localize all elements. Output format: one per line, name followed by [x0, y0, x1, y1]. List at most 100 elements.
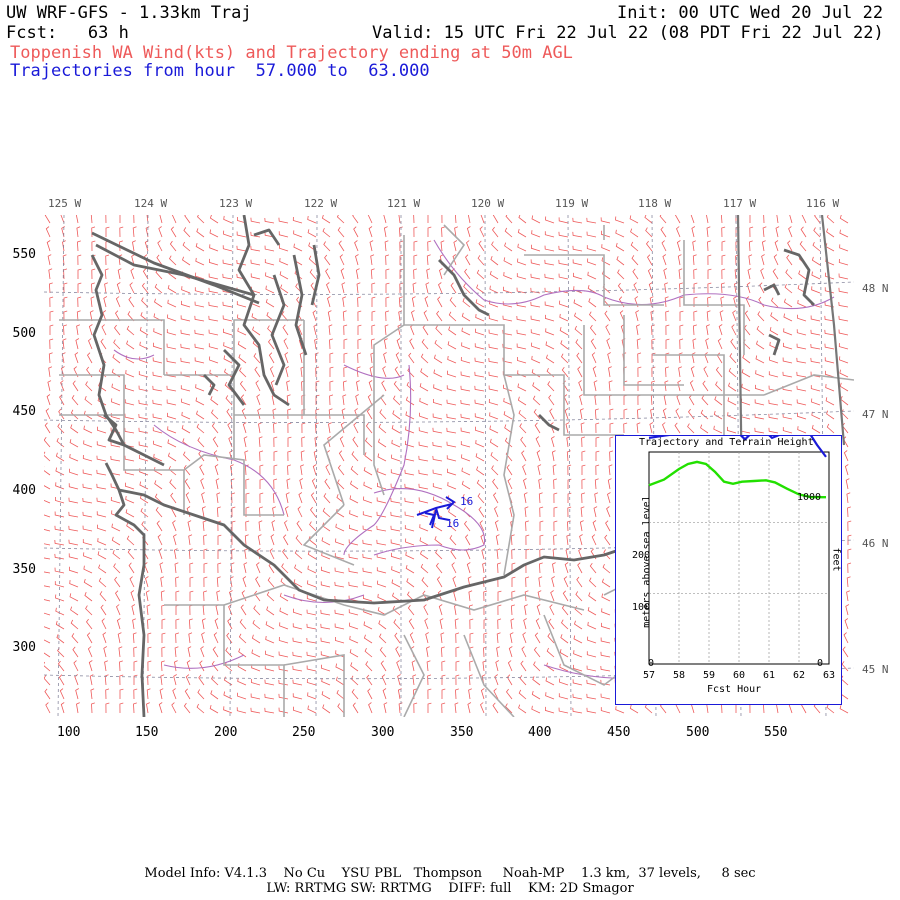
- wind-barb: [216, 576, 221, 588]
- wind-barb: [651, 352, 656, 363]
- wind-barb: [119, 702, 124, 714]
- wind-barb: [600, 230, 611, 238]
- wind-barb: [692, 324, 697, 336]
- wind-barb: [101, 618, 107, 630]
- wind-barb: [461, 454, 471, 462]
- wind-barb: [380, 660, 387, 672]
- wind-barb: [71, 633, 79, 644]
- wind-barb: [76, 310, 81, 322]
- wind-barb: [240, 394, 247, 406]
- wind-barb: [286, 380, 290, 392]
- wind-barb: [636, 338, 641, 350]
- wind-barb: [377, 580, 387, 588]
- wind-barb: [559, 300, 569, 308]
- wind-barb: [644, 703, 653, 714]
- wind-barb: [691, 352, 696, 364]
- wind-barb: [44, 485, 51, 490]
- wind-barb: [166, 329, 177, 336]
- wind-barb: [491, 241, 499, 252]
- wind-barb: [553, 534, 558, 546]
- wind-barb: [579, 520, 584, 532]
- wind-barb: [593, 380, 598, 392]
- wind-barb: [467, 576, 472, 588]
- wind-barb: [488, 385, 499, 392]
- wind-barb: [544, 706, 555, 714]
- wind-barb: [83, 552, 93, 560]
- wind-barb: [315, 380, 320, 391]
- wind-barb: [502, 343, 513, 350]
- wind-barb: [408, 618, 415, 630]
- wind-barb: [245, 520, 250, 532]
- wind-barb: [226, 408, 233, 420]
- wind-barb: [188, 534, 193, 546]
- wind-barb: [279, 622, 289, 630]
- wind-barb: [216, 506, 221, 518]
- wind-barb: [814, 215, 821, 224]
- wind-barb: [362, 525, 373, 532]
- inset-x-tick: 59: [703, 670, 716, 681]
- wind-barb: [238, 354, 247, 364]
- wind-barb: [337, 464, 345, 476]
- wind-barb: [181, 286, 191, 294]
- wind-barb: [475, 314, 485, 322]
- wind-barb: [505, 688, 513, 700]
- wind-barb: [376, 553, 387, 560]
- wind-barb: [113, 563, 121, 574]
- wind-barb: [483, 618, 488, 629]
- wind-barb: [460, 441, 471, 448]
- wind-barb: [181, 398, 191, 406]
- wind-barb: [432, 455, 443, 462]
- wind-barb: [623, 422, 628, 434]
- wind-barb: [117, 268, 122, 280]
- wind-barb: [170, 492, 177, 504]
- wind-barb: [466, 562, 471, 574]
- wind-barb: [278, 651, 289, 658]
- wind-barb: [226, 632, 233, 644]
- wind-barb: [320, 623, 331, 630]
- wind-barb: [592, 520, 597, 532]
- wind-barb: [811, 398, 821, 406]
- wind-barb: [379, 646, 387, 658]
- wind-barb: [365, 661, 373, 672]
- wind-barb: [769, 327, 779, 336]
- wind-barb: [259, 506, 263, 518]
- wind-barb: [718, 324, 723, 336]
- wind-barb: [664, 296, 669, 308]
- wind-barb: [90, 215, 93, 224]
- wind-barb: [530, 301, 541, 308]
- wind-barb: [558, 707, 569, 714]
- lon-label: 117 W: [723, 197, 757, 210]
- wind-barb: [524, 590, 529, 602]
- wind-barb: [693, 310, 698, 322]
- wind-barb: [439, 268, 443, 280]
- wind-barb: [252, 339, 261, 350]
- wind-barb: [757, 311, 765, 322]
- wind-barb: [366, 674, 373, 686]
- wind-barb: [377, 593, 387, 602]
- wind-barb: [383, 352, 387, 364]
- wind-barb: [575, 339, 583, 350]
- wind-barb: [824, 315, 835, 322]
- init-time: Init: 00 UTC Wed 20 Jul 22: [617, 3, 884, 23]
- wind-barb: [69, 439, 79, 448]
- wind-barb: [434, 339, 443, 350]
- wind-barb: [420, 353, 429, 364]
- wind-barb: [89, 310, 94, 322]
- wind-barb: [563, 576, 569, 588]
- wind-barb: [418, 483, 429, 490]
- wind-barb: [363, 621, 373, 630]
- wind-barb: [69, 453, 79, 462]
- wind-barb: [267, 338, 275, 350]
- wind-barb: [797, 299, 807, 308]
- wind-barb: [548, 394, 555, 406]
- wind-barb: [196, 703, 205, 714]
- wind-barb: [518, 409, 527, 420]
- wind-barb: [104, 282, 108, 294]
- wind-barb: [54, 525, 65, 532]
- wind-barb: [324, 478, 331, 490]
- wind-barb: [348, 567, 359, 574]
- wind-barb: [411, 660, 416, 672]
- wind-barb: [224, 381, 233, 392]
- wind-barb: [552, 464, 557, 476]
- wind-barb: [521, 450, 527, 462]
